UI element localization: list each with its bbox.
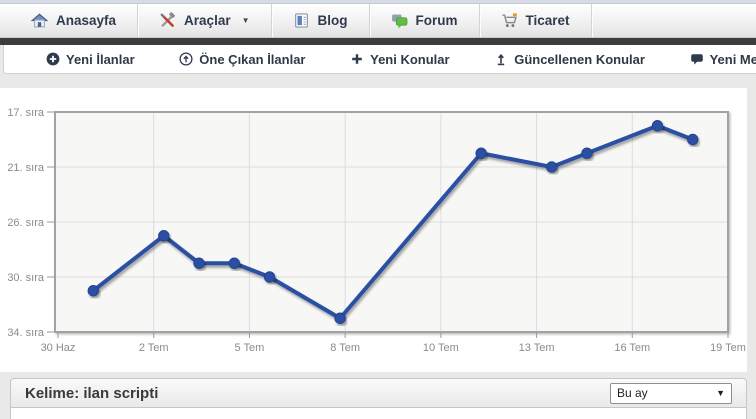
chart-point[interactable] — [581, 147, 593, 159]
x-axis-label: 13 Tem — [519, 342, 555, 354]
chart-point[interactable] — [651, 120, 664, 132]
y-axis-label: 34. sıra — [7, 327, 45, 339]
subnav-item-yeni-konular[interactable]: Yeni Konular — [350, 52, 450, 67]
chart-point[interactable] — [263, 271, 276, 283]
blog-icon — [293, 12, 310, 29]
keyword-panel-body — [10, 408, 747, 419]
ranking-chart: 17. sıra 21. sıra 26. sıra 30. sıra 34. sıra… — [7, 107, 746, 354]
chart-point[interactable] — [475, 147, 487, 159]
chart-point[interactable] — [158, 230, 170, 242]
y-axis-label: 26. sıra — [7, 217, 45, 229]
chart-point[interactable] — [687, 133, 699, 146]
subnav-item-yeni-ilanlar[interactable]: Yeni İlanlar — [46, 52, 135, 67]
forum-icon — [391, 12, 408, 29]
x-axis-label: 2 Tem — [139, 342, 169, 354]
x-axis-label: 30 Haz — [41, 342, 76, 354]
y-axis-label: 17. sıra — [7, 107, 45, 119]
top-strip — [0, 0, 756, 4]
chart-point[interactable] — [87, 285, 99, 297]
home-icon — [31, 12, 48, 29]
chart-point[interactable] — [545, 161, 558, 173]
speech-bubble-icon — [690, 52, 704, 66]
x-axis-label: 16 Tem — [614, 342, 650, 354]
spacer — [0, 74, 756, 88]
x-axis-label: 5 Tem — [235, 342, 265, 354]
plus-icon — [350, 52, 364, 66]
circle-plus-icon — [46, 52, 60, 66]
subnav-item-guncellenen-konular[interactable]: Güncellenen Konular — [494, 52, 645, 67]
dark-divider-bar — [0, 38, 756, 45]
chart-point[interactable] — [193, 257, 205, 269]
x-axis-label: 8 Tem — [330, 342, 360, 354]
topbar-item-ticaret[interactable]: Ticaret — [480, 4, 592, 37]
topbar-item-forum[interactable]: Forum — [370, 4, 480, 37]
subnav-item-yeni-mesajlar[interactable]: Yeni Mesajlar — [690, 52, 756, 67]
tools-icon — [159, 12, 176, 29]
period-select-value: Bu ay — [617, 386, 648, 400]
ranking-chart-card: 17. sıra 21. sıra 26. sıra 30. sıra 34. sıra… — [0, 88, 747, 372]
main-toolbar: Anasayfa Araçlar ▼ Blog Forum Ticaret — [0, 4, 756, 38]
x-axis-label: 19 Tem — [710, 342, 746, 354]
circle-up-icon — [179, 52, 193, 66]
chart-point[interactable] — [228, 257, 241, 269]
topbar-item-anasayfa[interactable]: Anasayfa — [10, 4, 139, 37]
keyword-panel-header: Kelime: ilan scripti Bu ay ▼ — [10, 378, 747, 408]
caret-down-icon: ▼ — [241, 16, 250, 25]
cart-icon — [501, 12, 518, 29]
keyword-panel: Kelime: ilan scripti Bu ay ▼ — [10, 378, 747, 419]
chart-point[interactable] — [334, 312, 346, 324]
keyword-title: Kelime: ilan scripti — [25, 384, 159, 402]
subnav-item-one-cikan-ilanlar[interactable]: Öne Çıkan İlanlar — [179, 52, 305, 67]
topbar-item-blog[interactable]: Blog — [272, 4, 370, 37]
arrow-up-bar-icon — [494, 52, 508, 66]
x-axis-label: 10 Tem — [423, 342, 459, 354]
caret-down-icon: ▼ — [716, 388, 725, 398]
topbar-item-araclar[interactable]: Araçlar ▼ — [138, 4, 272, 37]
sub-navigation: Yeni İlanlar Öne Çıkan İlanlar Yeni Konu… — [3, 45, 756, 74]
y-axis-label: 30. sıra — [7, 272, 45, 284]
y-axis-label: 21. sıra — [7, 162, 45, 174]
period-select[interactable]: Bu ay ▼ — [610, 382, 732, 404]
